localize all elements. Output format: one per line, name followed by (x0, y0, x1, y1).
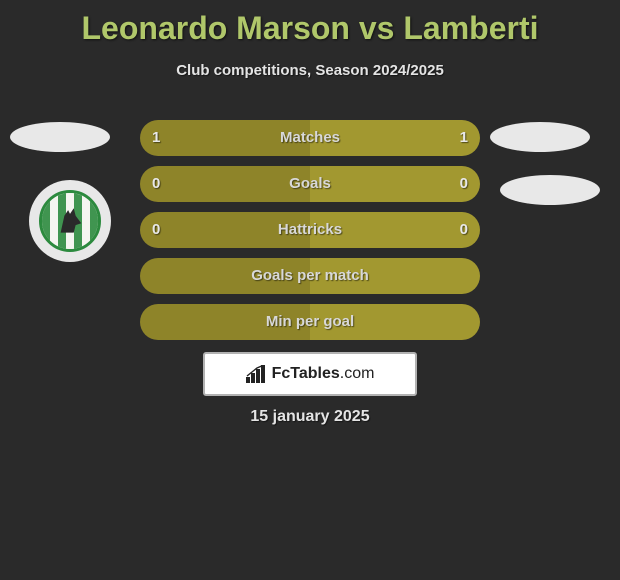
club-crest-badge (29, 180, 111, 262)
subtitle: Club competitions, Season 2024/2025 (0, 62, 620, 79)
stat-row: Matches11 (140, 120, 480, 156)
brand-name: FcTables (272, 365, 340, 382)
crest-ring (39, 190, 101, 252)
brand-tld: .com (340, 365, 375, 382)
stat-val-right: 1 (460, 120, 468, 156)
stat-seg-left (140, 166, 310, 202)
stat-seg-left (140, 212, 310, 248)
wolf-icon (55, 205, 85, 235)
stat-val-right: 0 (460, 212, 468, 248)
brand-bars-icon (246, 365, 268, 383)
stat-val-left: 0 (152, 166, 160, 202)
stat-seg-right (310, 258, 480, 294)
stat-seg-right (310, 212, 480, 248)
stat-seg-right (310, 166, 480, 202)
stat-seg-left (140, 304, 310, 340)
right-player-ellipse-2 (500, 175, 600, 205)
brand-text: FcTables.com (272, 365, 375, 383)
stat-val-left: 0 (152, 212, 160, 248)
stat-seg-right (310, 304, 480, 340)
stat-seg-left (140, 120, 310, 156)
date-text: 15 january 2025 (0, 408, 620, 426)
title: Leonardo Marson vs Lamberti (0, 10, 620, 47)
right-player-ellipse (490, 122, 590, 152)
stat-row: Min per goal (140, 304, 480, 340)
stat-seg-right (310, 120, 480, 156)
stats-area: Matches11Goals00Hattricks00Goals per mat… (140, 120, 480, 350)
infographic-canvas: Leonardo Marson vs Lamberti Club competi… (0, 0, 620, 580)
stat-row: Hattricks00 (140, 212, 480, 248)
stat-val-left: 1 (152, 120, 160, 156)
left-player-ellipse (10, 122, 110, 152)
stat-row: Goals per match (140, 258, 480, 294)
brand-attribution: FcTables.com (203, 352, 417, 396)
stat-row: Goals00 (140, 166, 480, 202)
stat-seg-left (140, 258, 310, 294)
stat-val-right: 0 (460, 166, 468, 202)
